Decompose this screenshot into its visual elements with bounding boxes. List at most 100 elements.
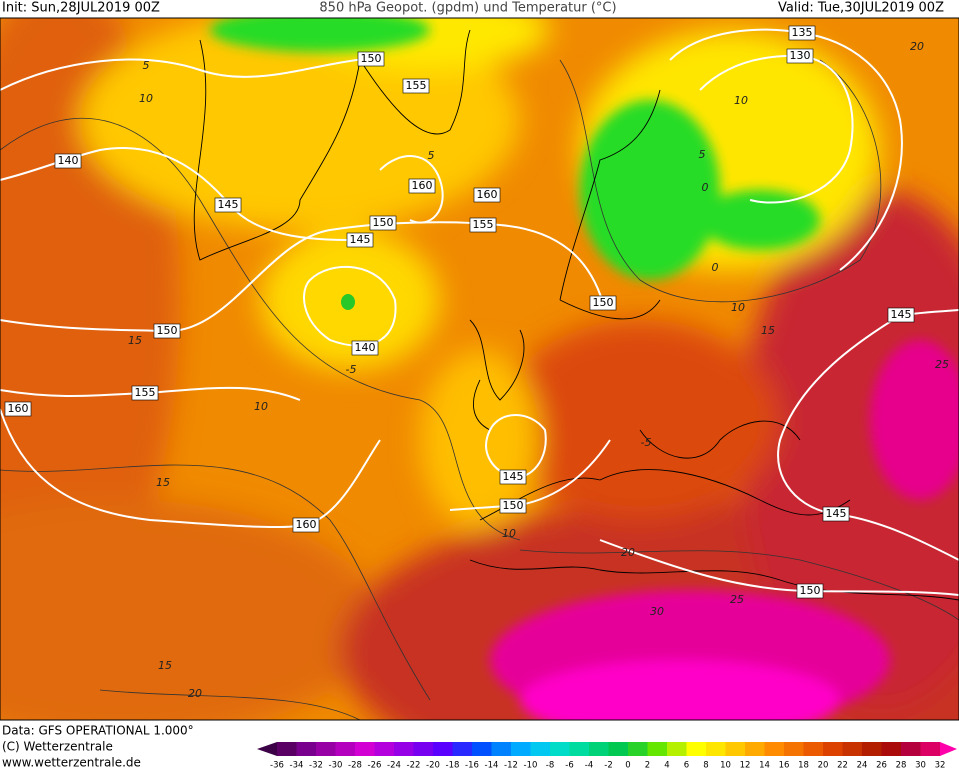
- label-box: [369, 215, 397, 231]
- colorbar-arrow: [940, 742, 957, 756]
- colorbar-label: 2: [645, 761, 650, 770]
- colorbar-swatch: [764, 742, 785, 756]
- colorbar-label: 30: [915, 761, 926, 770]
- colorbar-label: -36: [270, 761, 284, 770]
- colorbar-swatch: [569, 742, 590, 756]
- temperature-label: 25: [935, 358, 949, 371]
- colorbar-swatch: [901, 742, 921, 756]
- label-box: [786, 48, 814, 64]
- colorbar-swatch: [511, 742, 531, 756]
- colorbar-swatch: [413, 742, 434, 756]
- temperature-label: 10: [254, 400, 268, 413]
- temperature-label: 30: [650, 605, 664, 618]
- colorbar-swatch: [608, 742, 629, 756]
- label-box: [131, 385, 159, 401]
- map-frame: [0, 17, 959, 721]
- colorbar-swatch: [725, 742, 746, 756]
- colorbar-arrow: [257, 742, 277, 756]
- label-box: [4, 401, 32, 417]
- colorbar-label: -10: [524, 761, 538, 770]
- temperature-label: 10: [139, 92, 153, 105]
- colorbar-label: 4: [664, 761, 669, 770]
- colorbar-label: 14: [759, 761, 770, 770]
- colorbar-label: 10: [720, 761, 731, 770]
- temperature-label: 10: [502, 527, 516, 540]
- label-box: [499, 469, 527, 485]
- colorbar-swatch: [472, 742, 492, 756]
- geopotential-label: 155: [135, 386, 156, 399]
- colorbar-swatch: [881, 742, 902, 756]
- colorbar-label: 32: [935, 761, 946, 770]
- colorbar-swatch: [589, 742, 609, 756]
- colorbar-swatch: [277, 742, 297, 756]
- colorbar-swatch: [862, 742, 882, 756]
- copyright: (C) Wetterzentrale: [2, 740, 113, 754]
- colorbar-swatch: [394, 742, 414, 756]
- temperature-label: 0: [702, 181, 709, 194]
- colorbar: -36 -34 -32 -30 -28 -26 -24 -22 -20 -18 -16 -14 -12-…: [257, 742, 957, 770]
- colorbar-swatch: [647, 742, 668, 756]
- geopotential-label: 135: [792, 26, 813, 39]
- colorbar-label: 6: [684, 761, 689, 770]
- colorbar-label: 8: [703, 761, 708, 770]
- colorbar-label: -26: [368, 761, 382, 770]
- colorbar-label: 28: [896, 761, 907, 770]
- label-box: [54, 153, 82, 169]
- geopotential-label: 155: [473, 218, 494, 231]
- geopotential-label: 150: [593, 296, 614, 309]
- colorbar-label: -22: [407, 761, 421, 770]
- geopotential-label: 145: [218, 198, 239, 211]
- website: www.wetterzentrale.de: [2, 756, 141, 770]
- colorbar-swatch: [745, 742, 765, 756]
- colorbar-label: -30: [329, 761, 343, 770]
- label-box: [408, 178, 436, 194]
- colorbar-swatch: [628, 742, 648, 756]
- label-box: [887, 307, 915, 323]
- colorbar-swatch: [667, 742, 687, 756]
- colorbar-label: -2: [604, 761, 612, 770]
- colorbar-label: -28: [348, 761, 362, 770]
- colorbar-swatch: [530, 742, 551, 756]
- colorbar-swatch: [842, 742, 863, 756]
- colorbar-label: -24: [387, 761, 401, 770]
- geopotential-label: 145: [891, 308, 912, 321]
- colorbar-label: 26: [876, 761, 887, 770]
- geopotential-label: 160: [296, 518, 317, 531]
- colorbar-swatch: [374, 742, 395, 756]
- isotherms: [0, 59, 959, 720]
- label-box: [292, 517, 320, 533]
- temperature-label: 15: [156, 476, 170, 489]
- label-box: [357, 51, 385, 67]
- label-box: [589, 295, 617, 311]
- colorbar-label: -18: [446, 761, 460, 770]
- temperature-label: 15: [761, 324, 775, 337]
- temperature-label: 20: [188, 687, 202, 700]
- colorbar-swatch: [491, 742, 512, 756]
- colorbar-swatch: [550, 742, 570, 756]
- temperature-label: 5: [428, 149, 435, 162]
- colorbar-swatch: [706, 742, 726, 756]
- colorbar-label: -4: [585, 761, 593, 770]
- geopotential-label: 150: [503, 499, 524, 512]
- geopotential-label: 150: [361, 52, 382, 65]
- map-title: 850 hPa Geopot. (gpdm) und Temperatur (°…: [319, 1, 616, 16]
- colorbar-swatch: [920, 742, 941, 756]
- geopotential-label: 145: [503, 470, 524, 483]
- label-box: [351, 340, 379, 356]
- colorbar-label: 22: [837, 761, 848, 770]
- temperature-label: 20: [910, 40, 924, 53]
- colorbar-label: -14: [485, 761, 499, 770]
- colorbar-label: 20: [818, 761, 829, 770]
- temperature-label: 25: [730, 593, 744, 606]
- colorbar-label: -20: [426, 761, 440, 770]
- colorbar-swatch: [803, 742, 824, 756]
- colorbar-swatch: [452, 742, 473, 756]
- label-box: [473, 187, 501, 203]
- cold-core: [341, 294, 355, 310]
- colorbar-swatch: [335, 742, 356, 756]
- geopotential-label: 160: [8, 402, 29, 415]
